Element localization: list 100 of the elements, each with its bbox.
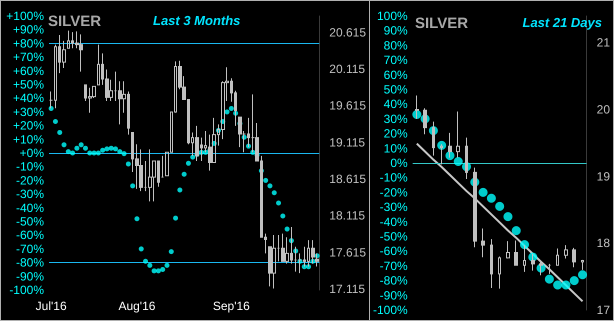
y-tick-label: -30% [16, 187, 44, 202]
point [570, 276, 579, 286]
y2-tick-label: 19.615 [329, 98, 366, 113]
x-tick-label: Jul'16 [36, 299, 67, 313]
candlestick [523, 244, 526, 272]
candlestick [481, 228, 485, 258]
y-tick-label: +90% [12, 22, 44, 37]
candlestick [572, 247, 576, 268]
candlestick [423, 108, 427, 135]
y-tick-label: 80% [384, 38, 408, 52]
candlestick [281, 233, 285, 262]
point [454, 157, 463, 166]
y-tick-label: -80% [16, 256, 44, 270]
y-tick-label: +0% [20, 146, 44, 160]
line-series [416, 142, 584, 302]
chart-title: SILVER [48, 13, 102, 30]
candlestick [539, 260, 543, 276]
chart-subtitle: Last 3 Months [153, 13, 240, 28]
candlestick [148, 148, 152, 202]
candlestick [88, 87, 92, 114]
y-tick-label: -10% [16, 160, 44, 174]
x-tick-label: Sep'16 [212, 299, 250, 313]
candlestick [581, 259, 584, 270]
y-tick-label: 30% [384, 112, 408, 126]
y-tick-label: -70% [16, 242, 44, 256]
candlestick [531, 253, 535, 272]
y-tick-label: -40% [16, 200, 44, 215]
point [503, 212, 512, 222]
y-tick-label: +30% [12, 104, 44, 119]
y-tick-label: 10% [384, 141, 408, 156]
y-tick-label: -50% [380, 230, 408, 244]
candlestick [556, 248, 559, 266]
y2-tick-label: 20 [596, 102, 610, 117]
y-tick-label: -60% [16, 228, 44, 242]
y-tick-label: 70% [384, 53, 408, 68]
candlestick [473, 167, 477, 248]
point [478, 188, 488, 197]
y-tick-label: +40% [12, 91, 44, 106]
y-tick-label: +10% [12, 132, 44, 146]
y2-tick-label: 21 [596, 36, 610, 50]
y-tick-label: 0% [390, 156, 408, 170]
y-tick-label: -90% [380, 288, 408, 302]
y-tick-label: -100% [373, 303, 408, 317]
y-tick-label: -70% [380, 258, 408, 273]
y-tick-label: -90% [16, 269, 44, 284]
point [495, 202, 504, 211]
chart-title: SILVER [415, 15, 468, 32]
y-tick-label: +50% [12, 78, 44, 92]
candlestick [548, 263, 551, 274]
point [561, 280, 570, 290]
y-tick-label: +100% [6, 9, 44, 23]
candlestick [97, 44, 100, 86]
y2-tick-label: 20.115 [329, 62, 366, 76]
y2-tick-label: 19 [596, 169, 610, 184]
y2-tick-label: 17.115 [329, 282, 366, 296]
candlestick [564, 244, 568, 260]
y-tick-label: -20% [16, 173, 44, 188]
candlestick [498, 256, 501, 290]
y-tick-label: -30% [380, 200, 408, 214]
y-tick-label: +60% [12, 64, 44, 78]
y2-tick-label: 17 [596, 303, 610, 317]
y2-tick-label: 17.615 [329, 245, 366, 260]
candlestick [79, 34, 83, 72]
y-tick-label: -80% [380, 274, 408, 288]
x-tick-label: Aug'16 [118, 299, 156, 313]
point [544, 274, 554, 284]
candlestick [465, 137, 468, 180]
candlestick [272, 234, 276, 290]
y2-tick-label: 20.615 [329, 25, 366, 40]
y-tick-label: +20% [12, 118, 44, 133]
candlestick [506, 240, 510, 260]
y-tick-label: -20% [380, 185, 408, 200]
y-tick-label: -40% [380, 214, 408, 229]
y-tick-label: -100% [9, 283, 44, 297]
y-tick-label: 40% [384, 97, 408, 112]
candlestick [490, 238, 493, 288]
y2-tick-label: 19.115 [329, 135, 366, 150]
candlestick [432, 121, 435, 156]
y-tick-label: 60% [384, 68, 408, 82]
candlestick [67, 30, 70, 49]
chart-subtitle: Last 21 Days [522, 15, 602, 30]
y-tick-label: 90% [384, 24, 408, 38]
y-tick-label: -60% [380, 244, 408, 258]
y-tick-label: -10% [380, 170, 408, 185]
point [486, 194, 496, 203]
candlestick [415, 95, 419, 120]
point [512, 226, 521, 236]
y-tick-label: +70% [12, 50, 44, 64]
y-tick-label: 100% [376, 9, 408, 23]
candlestick [514, 240, 518, 266]
candlestick [456, 111, 460, 158]
point [520, 240, 530, 250]
point [578, 270, 588, 280]
y2-tick-label: 18.615 [329, 172, 366, 186]
point [553, 280, 562, 290]
y-tick-label: 20% [384, 126, 408, 141]
y2-tick-label: 18.115 [329, 208, 366, 223]
y2-tick-label: 18 [596, 236, 610, 250]
y-tick-label: 50% [384, 82, 408, 96]
candlestick [448, 132, 452, 158]
